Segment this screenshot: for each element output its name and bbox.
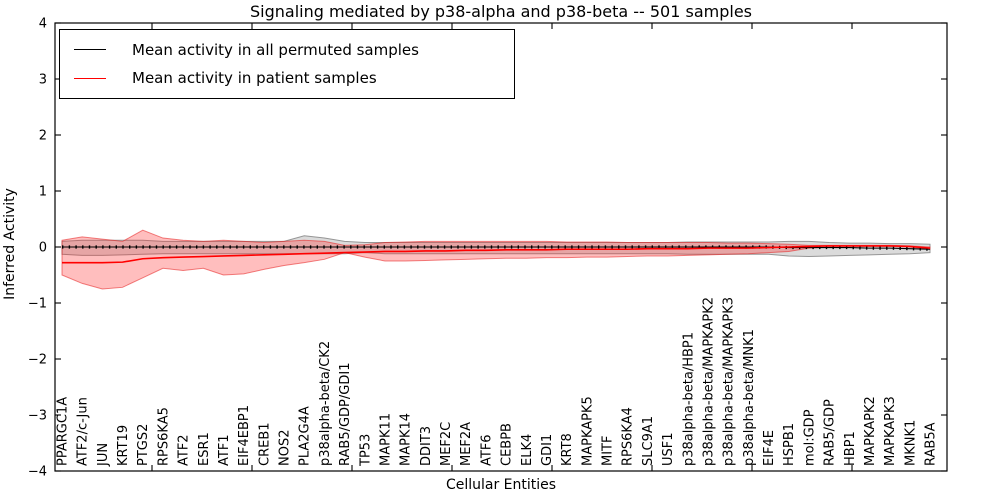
y-tick-label: −4 [28, 465, 47, 480]
x-tick-label: PTGS2 [136, 424, 151, 466]
y-tick-label: −1 [28, 297, 47, 312]
x-tick-label: MAPKAPK3 [883, 396, 898, 466]
legend-line-black-icon [74, 49, 106, 51]
legend-label-patient: Mean activity in patient samples [132, 69, 377, 88]
x-tick-label: ATF6 [479, 434, 494, 466]
legend-item-patient: Mean activity in patient samples [74, 69, 514, 87]
x-tick-label: EIF4EBP1 [237, 405, 252, 466]
x-tick-label: CREB1 [257, 422, 272, 466]
x-tick-label: p38alpha-beta/MNK1 [742, 329, 757, 466]
x-tick-label: RAB5/GDP [823, 399, 838, 466]
x-tick-label: PPARGC1A [56, 397, 71, 466]
x-tick-label: KRT8 [560, 433, 575, 466]
x-tick-label: ELK4 [520, 434, 535, 466]
x-tick-label: MAPK11 [378, 413, 393, 466]
x-tick-label: MAPKAPK2 [863, 396, 878, 466]
permuted-band [61, 235, 931, 258]
y-tick-label: −3 [28, 409, 47, 424]
x-tick-label: ATF2 [177, 434, 192, 466]
y-tick-label: −2 [28, 353, 47, 368]
x-tick-label: RPS6KA5 [156, 407, 171, 466]
x-tick-label: USF1 [661, 432, 676, 466]
y-tick-label: 0 [39, 241, 47, 256]
x-tick-label: p38alpha-beta/MAPKAPK2 [701, 297, 716, 466]
patient-mean-line [62, 245, 931, 264]
x-tick-label: p38alpha-beta/CK2 [318, 341, 333, 466]
x-tick-label: GDI1 [540, 434, 555, 466]
x-tick-label: MEF2C [439, 422, 454, 466]
x-tick-label: RAB5/GDP/GDI1 [338, 363, 353, 466]
x-tick-label: MKNK1 [903, 420, 918, 466]
x-tick-label: ATF2/c-Jun [76, 397, 91, 466]
legend-box: Mean activity in all permuted samples Me… [59, 29, 515, 99]
x-axis-label: Cellular Entities [445, 477, 557, 493]
y-tick-label: 4 [39, 17, 47, 32]
x-tick-label: ATF1 [217, 434, 232, 466]
x-tick-label: JUN [96, 443, 111, 467]
y-tick-label: 3 [39, 73, 47, 88]
legend-label-permuted: Mean activity in all permuted samples [132, 40, 419, 59]
chart-title: Signaling mediated by p38-alpha and p38-… [249, 2, 752, 21]
y-tick-label: 2 [39, 129, 47, 144]
x-tick-label: KRT19 [116, 425, 131, 466]
x-tick-label: EIF4E [762, 430, 777, 466]
x-tick-label: mol:GDP [802, 409, 817, 466]
legend-line-red-icon [74, 77, 106, 79]
x-tick-label: ESR1 [197, 432, 212, 466]
x-tick-label: HBP1 [843, 431, 858, 466]
x-tick-label: MITF [601, 436, 616, 466]
x-tick-label: p38alpha-beta/HBP1 [681, 332, 696, 466]
x-tick-label: NOS2 [278, 430, 293, 466]
y-tick-label: 1 [39, 185, 47, 200]
patient-band [61, 229, 931, 290]
x-tick-label: MEF2A [459, 422, 474, 466]
x-tick-label: DDIT3 [419, 426, 434, 466]
x-tick-label: RAB5A [924, 422, 939, 466]
x-tick-label: MAPKAPK5 [580, 396, 595, 466]
x-tick-label: p38alpha-beta/MAPKAPK3 [722, 297, 737, 466]
x-tick-label: RPS6KA4 [621, 407, 636, 466]
x-tick-label: MAPK14 [399, 413, 414, 466]
x-tick-label: PLA2G4A [298, 406, 313, 466]
y-axis-label: Inferred Activity [2, 188, 18, 300]
x-tick-label: HSPB1 [782, 423, 797, 466]
x-tick-label: SLC9A1 [641, 416, 656, 466]
x-tick-label: TP53 [358, 434, 373, 467]
x-tick-label: CEBPB [500, 423, 515, 466]
legend-item-permuted: Mean activity in all permuted samples [74, 41, 514, 59]
